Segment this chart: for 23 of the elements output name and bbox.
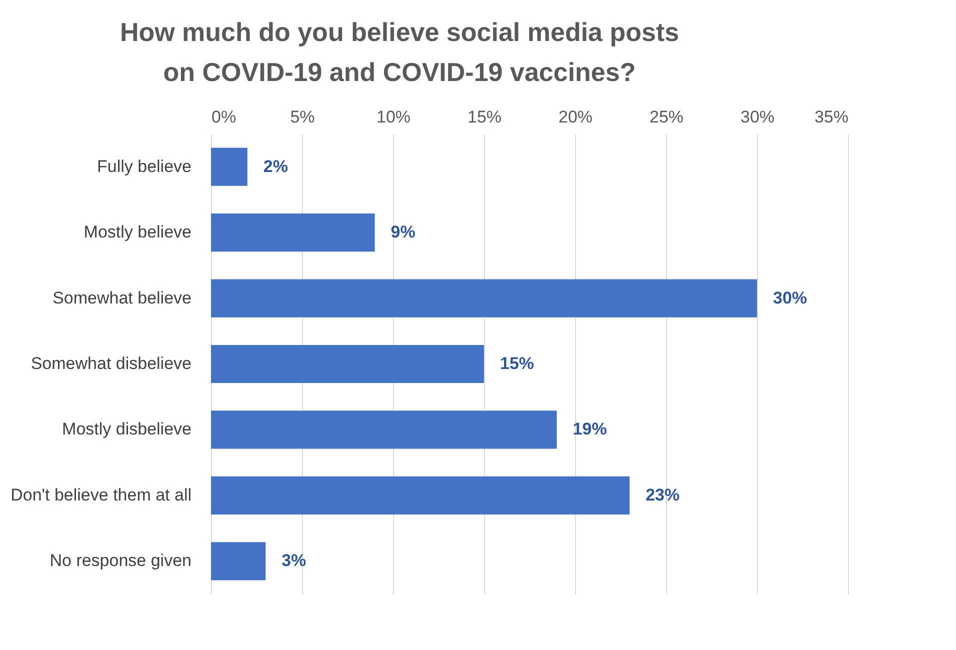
y-tick-label: Mostly disbelieve: [62, 420, 192, 439]
x-tick-label: 35%: [814, 108, 848, 126]
data-label: 3%: [282, 551, 306, 570]
y-tick-label: Somewhat disbelieve: [30, 354, 192, 373]
x-tick-label: 20%: [558, 108, 593, 126]
x-tick-label: 25%: [649, 108, 684, 126]
x-tick-label: 10%: [376, 108, 411, 126]
y-tick-label: Fully believe: [97, 156, 192, 176]
x-tick-label: 5%: [290, 108, 315, 126]
data-label: 23%: [646, 485, 680, 504]
y-tick-label: Mostly believe: [84, 222, 192, 242]
x-tick-label: 15%: [467, 108, 502, 126]
y-tick-label: Don't believe them at all: [10, 485, 192, 504]
data-label: 19%: [572, 420, 607, 439]
y-tick-label: Somewhat believe: [52, 288, 192, 308]
x-tick-label: 30%: [740, 108, 775, 126]
data-label: 15%: [500, 354, 534, 373]
data-label: 9%: [390, 222, 416, 242]
y-tick-label: No response given: [50, 551, 192, 570]
chart-title: How much do you believe social media posts on COVID-19 and COVID-19 vaccines?: [120, 17, 680, 87]
x-tick-label: 0%: [212, 108, 236, 126]
data-label: 2%: [263, 156, 288, 176]
data-label: 30%: [773, 288, 808, 308]
